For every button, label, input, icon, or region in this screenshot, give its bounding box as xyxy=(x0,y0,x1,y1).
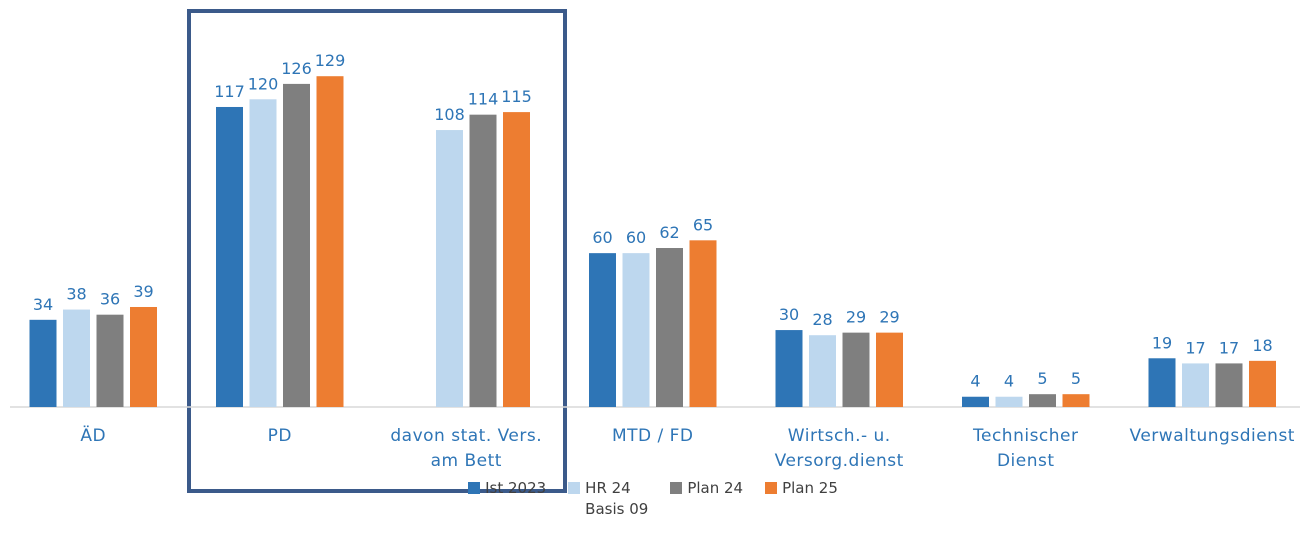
value-label: 60 xyxy=(592,228,612,247)
value-label: 18 xyxy=(1252,336,1272,355)
bar xyxy=(775,330,803,407)
bar xyxy=(1148,358,1176,407)
bar xyxy=(29,319,57,407)
x-tick-label: MTD / FD xyxy=(611,426,694,446)
bar xyxy=(436,130,463,408)
value-label: 60 xyxy=(626,228,646,247)
bar xyxy=(622,253,650,407)
value-label: 129 xyxy=(315,51,346,70)
value-label: 120 xyxy=(248,74,279,93)
value-label: 29 xyxy=(846,308,866,327)
x-tick-label: davon stat. Vers. am Bett xyxy=(390,426,543,471)
bar xyxy=(995,396,1023,407)
x-tick-label: Verwaltungsdienst xyxy=(1129,426,1295,446)
bar xyxy=(316,76,344,407)
bar xyxy=(96,314,124,407)
bar xyxy=(809,335,836,407)
value-label: 4 xyxy=(970,372,980,391)
bar xyxy=(1215,363,1243,407)
bar xyxy=(1062,394,1090,407)
value-label: 19 xyxy=(1152,333,1172,352)
value-label: 29 xyxy=(879,308,899,327)
bar xyxy=(503,112,530,407)
legend-item: Plan 25 xyxy=(765,478,838,520)
bar xyxy=(63,309,90,407)
value-label: 39 xyxy=(133,282,153,301)
bar xyxy=(283,83,310,408)
value-label: 115 xyxy=(501,87,532,106)
value-label: 17 xyxy=(1185,338,1205,357)
legend-label: Plan 25 xyxy=(782,479,838,497)
legend-item: Plan 24 xyxy=(670,478,743,520)
bar xyxy=(216,106,243,407)
bar xyxy=(589,253,616,407)
value-label: 126 xyxy=(281,59,312,78)
legend-item: HR 24 Basis 09 xyxy=(568,478,648,520)
x-tick-label: Wirtsch.- u. Versorg.dienst xyxy=(774,426,904,471)
value-label: 5 xyxy=(1071,369,1081,388)
bar xyxy=(1029,394,1056,407)
value-label: 114 xyxy=(468,90,499,109)
highlight-box xyxy=(187,9,567,493)
value-label: 5 xyxy=(1037,369,1047,388)
value-label: 65 xyxy=(693,215,713,234)
bar xyxy=(656,248,683,407)
value-label: 34 xyxy=(33,295,53,314)
bar xyxy=(842,332,870,407)
bar xyxy=(1182,363,1209,407)
bar xyxy=(130,306,157,407)
legend: Ist 2023 HR 24 Basis 09 Plan 24 Plan 25 xyxy=(0,478,1306,520)
legend-item: Ist 2023 xyxy=(468,478,546,520)
value-label: 28 xyxy=(812,310,832,329)
legend-swatch xyxy=(568,482,581,494)
x-tick-label: PD xyxy=(267,426,292,446)
bar xyxy=(876,332,903,407)
legend-swatch xyxy=(468,482,481,494)
bar xyxy=(689,240,717,407)
value-label: 38 xyxy=(66,285,86,304)
value-label: 30 xyxy=(779,305,799,324)
bar xyxy=(1249,360,1276,407)
value-label: 117 xyxy=(214,82,245,101)
value-label: 4 xyxy=(1004,372,1014,391)
x-tick-label: Technischer Dienst xyxy=(973,426,1079,471)
legend-label: HR 24 Basis 09 xyxy=(585,479,649,518)
value-label: 62 xyxy=(659,223,679,242)
bar xyxy=(469,114,497,408)
legend-swatch xyxy=(670,482,683,494)
bar xyxy=(962,396,989,407)
value-label: 36 xyxy=(100,290,120,309)
bar xyxy=(249,99,277,408)
legend-label: Plan 24 xyxy=(687,479,744,497)
x-tick-label: ÄD xyxy=(80,426,107,446)
value-label: 108 xyxy=(434,105,465,124)
value-label: 17 xyxy=(1219,338,1239,357)
legend-label: Ist 2023 xyxy=(485,479,547,497)
legend-swatch xyxy=(765,482,778,494)
